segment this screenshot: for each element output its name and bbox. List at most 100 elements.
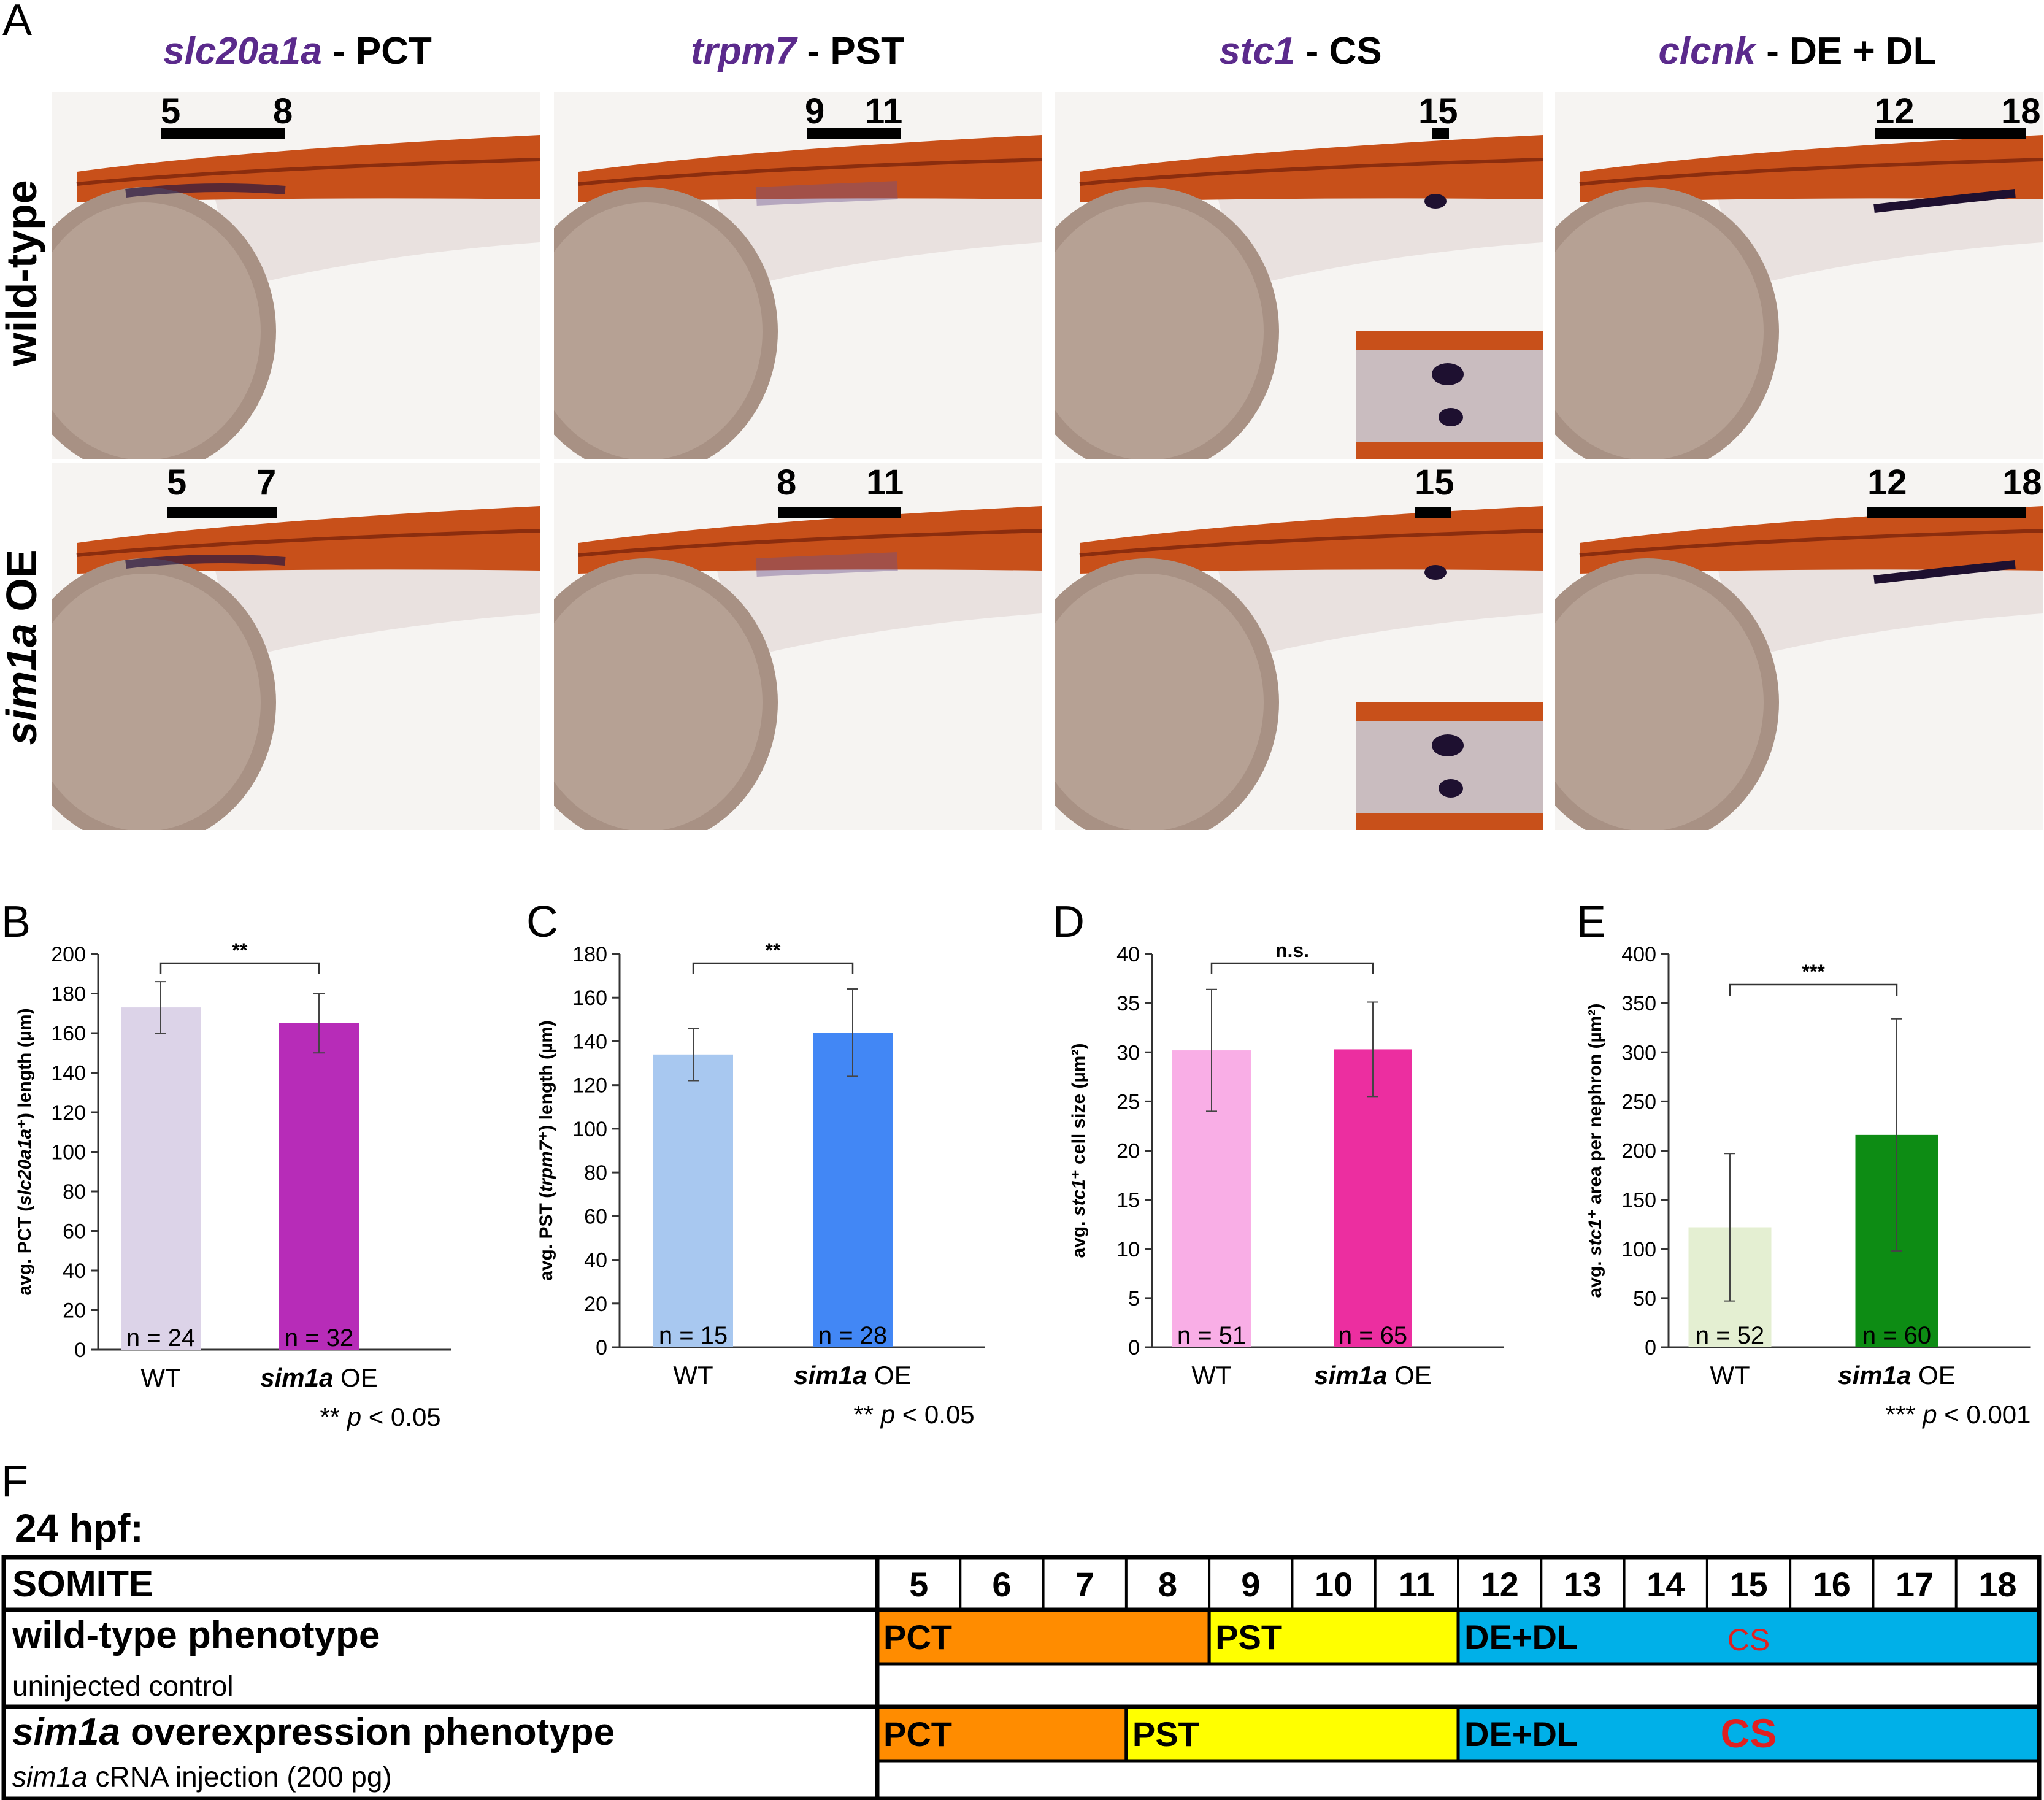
y-tick-label: 40	[63, 1260, 86, 1283]
y-tick-label: 80	[63, 1180, 86, 1204]
somite-number: 9	[1241, 1565, 1260, 1604]
x-tick-label: WT	[1191, 1361, 1231, 1390]
bar	[653, 1054, 733, 1347]
embryo-photo	[52, 463, 540, 830]
y-tick-label: 0	[1128, 1336, 1140, 1360]
somite-number: 13	[1564, 1565, 1602, 1604]
n-label: n = 28	[818, 1322, 887, 1349]
somite-number: 8	[1158, 1565, 1177, 1604]
inset-cell	[1439, 408, 1463, 426]
y-tick-label: 140	[572, 1030, 607, 1053]
somite-scale-bar	[161, 128, 285, 139]
somite-number: 15	[1729, 1565, 1767, 1604]
segment-wt	[1456, 1608, 2041, 1666]
somite-mark-label: 5	[167, 463, 187, 502]
embryo-illustration	[52, 92, 540, 459]
somite-mark-label: 15	[1418, 91, 1458, 131]
x-tick-label: sim1a OE	[1838, 1361, 1955, 1390]
significance-bracket	[692, 962, 854, 974]
yolk-ball-inner	[52, 574, 261, 830]
x-tick-label: WT	[673, 1361, 713, 1390]
significance-label: **	[766, 939, 781, 961]
x-tick-label: WT	[140, 1363, 180, 1392]
y-tick-label: 150	[1621, 1189, 1656, 1212]
column-title-stc1: stc1 - CS	[1055, 29, 1546, 73]
segment-label: PCT	[883, 1618, 952, 1656]
chart-c: 0 20 40 60 80 100 120 140 160 180 avg. PST (trpm7⁺…	[536, 939, 985, 1429]
embryo-photo	[1055, 92, 1543, 459]
y-tick-label: 20	[63, 1299, 86, 1323]
y-tick-label: 350	[1621, 992, 1656, 1015]
somite-scale-bar	[167, 507, 277, 518]
somite-table-grid: PCT PST DE+DL PCT PST DE+DL CS CS 5 6 7 8 9 10 11 12 13 1…	[1, 1555, 2042, 1800]
somite-mark-label: 12	[1867, 463, 1907, 502]
notochord-line	[578, 158, 1042, 186]
y-tick-label: 15	[1116, 1189, 1140, 1212]
column-title-slc20a1a: slc20a1a - PCT	[52, 29, 543, 73]
y-tick-label: 200	[1621, 1140, 1656, 1163]
y-tick-label: 60	[584, 1205, 607, 1228]
y-tick-label: 25	[1116, 1090, 1140, 1113]
inset-cell	[1432, 363, 1464, 385]
somite-mark-label: 8	[777, 463, 797, 502]
panel-letter-d: D	[1053, 898, 1085, 947]
somite-scale-bar	[1875, 128, 2026, 139]
somite-mark-label: 7	[256, 463, 277, 502]
y-tick-label: 20	[584, 1293, 607, 1316]
n-label: n = 32	[285, 1325, 353, 1352]
embryo-photo	[554, 92, 1042, 459]
y-tick-label: 60	[63, 1220, 86, 1244]
significance-label: n.s.	[1275, 939, 1309, 961]
y-tick-label: 50	[1633, 1287, 1656, 1310]
significance-bracket	[1210, 962, 1374, 974]
expression-domain	[1424, 194, 1447, 209]
expression-domain	[125, 183, 286, 198]
yolk-extension	[1215, 543, 1543, 660]
y-tick-label: 0	[74, 1339, 86, 1362]
y-tick-label: 80	[584, 1161, 607, 1185]
y-tick-label: 160	[572, 987, 607, 1010]
yolk-ball-inner	[554, 574, 763, 830]
p-value-label: *** p < 0.001	[1885, 1400, 2031, 1429]
embryo-illustration	[554, 463, 1042, 830]
y-tick-label: 200	[51, 943, 86, 966]
bar	[121, 1007, 201, 1350]
yolk-extension	[713, 543, 1042, 660]
embryo-illustration	[52, 463, 540, 830]
somite-number: 6	[992, 1565, 1011, 1604]
n-label: n = 52	[1696, 1322, 1764, 1349]
notochord-line	[76, 158, 540, 186]
notochord-line	[1079, 529, 1543, 557]
embryo-illustration	[1555, 463, 2043, 830]
cs-label-oe: CS	[1721, 1710, 1777, 1756]
column-title-clcnk: clcnk - DE + DL	[1552, 29, 2043, 73]
column-suffix: - PCT	[321, 30, 432, 72]
panel-letter-b: B	[1, 898, 31, 947]
wt-phenotype-title: wild-type phenotype	[12, 1614, 380, 1656]
significance-label: **	[232, 939, 248, 961]
embryo-photo	[1055, 463, 1543, 830]
expression-domain	[1873, 189, 2016, 213]
somite-scale-bar	[1867, 507, 2026, 518]
yolk-extension	[212, 543, 540, 660]
n-label: n = 24	[126, 1325, 195, 1352]
n-label: n = 65	[1339, 1322, 1407, 1349]
column-suffix: - CS	[1295, 30, 1382, 72]
y-tick-label: 0	[596, 1336, 607, 1360]
yolk-ball-inner	[554, 202, 763, 459]
bar	[813, 1033, 893, 1347]
y-tick-label: 180	[572, 943, 607, 966]
n-label: n = 60	[1862, 1322, 1931, 1349]
y-tick-label: 160	[51, 1022, 86, 1045]
column-gene: trpm7	[691, 30, 797, 72]
chart-b: 0 20 40 60 80 100 120 140 160 180 200 avg. PCT (slc…	[15, 939, 451, 1431]
embryo-illustration	[1055, 463, 1543, 830]
embryo-photo	[52, 92, 540, 459]
cs-label-wt: CS	[1727, 1623, 1770, 1657]
x-tick-label: sim1a OE	[1314, 1361, 1431, 1390]
somite-mark-label: 5	[161, 91, 181, 131]
segment-label: DE+DL	[1464, 1618, 1578, 1656]
y-tick-label: 140	[51, 1062, 86, 1085]
yolk-extension	[1215, 172, 1543, 288]
column-title-trpm7: trpm7 - PST	[552, 29, 1043, 73]
